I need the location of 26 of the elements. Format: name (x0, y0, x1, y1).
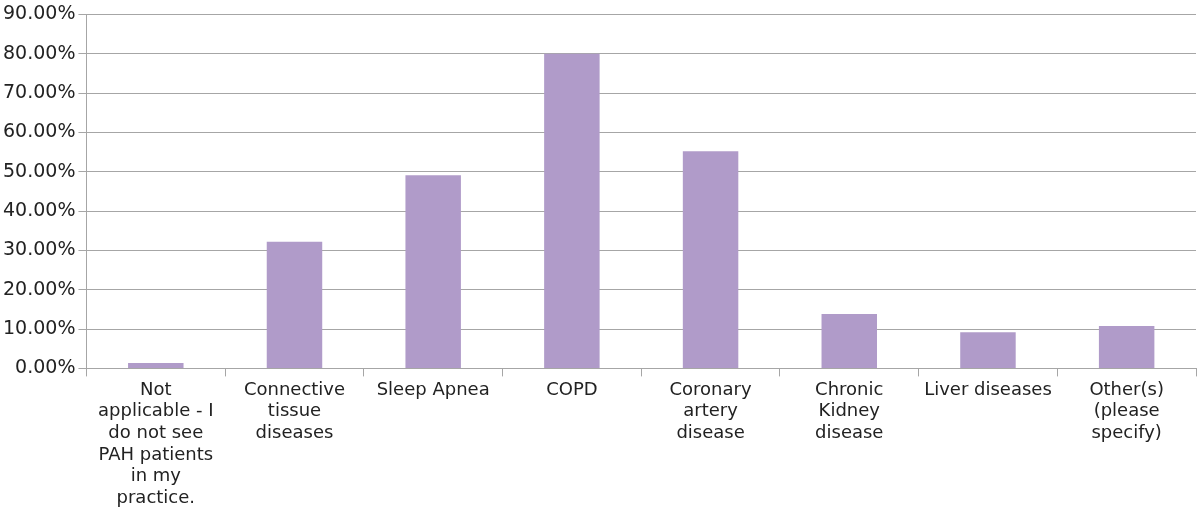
y-tick-label: 10.00% (2, 316, 76, 338)
bar (682, 151, 739, 368)
bar (544, 53, 600, 368)
y-tick-label: 20.00% (2, 276, 76, 299)
y-tick-label: 30.00% (2, 237, 76, 260)
x-tick-label: Not applicable - I do not see PAH patients in my practice. (98, 377, 214, 507)
x-tick-label: Sleep Apnea (376, 377, 490, 399)
bar (266, 241, 323, 368)
y-tick-label: 80.00% (2, 40, 76, 63)
x-tick-label: Chronic Kidney disease (815, 377, 884, 443)
x-tick-label: Liver diseases (924, 377, 1052, 399)
bar (821, 314, 877, 368)
x-tick-label: Connective tissue diseases (243, 377, 346, 443)
y-tick-label: 70.00% (2, 80, 76, 102)
y-tick-label: 50.00% (2, 158, 76, 181)
y-tick-label: 0.00% (15, 355, 76, 378)
bar (960, 332, 1016, 368)
bar (1098, 325, 1155, 368)
y-tick-label: 60.00% (2, 119, 76, 142)
bar (405, 175, 461, 368)
x-tick-label: Coronary artery disease (669, 377, 752, 443)
bar (128, 362, 184, 368)
y-tick-label: 90.00% (2, 1, 76, 24)
y-tick-label: 40.00% (2, 198, 76, 220)
x-tick-label: COPD (546, 377, 598, 399)
x-tick-label: Other(s) (please specify) (1089, 377, 1164, 443)
